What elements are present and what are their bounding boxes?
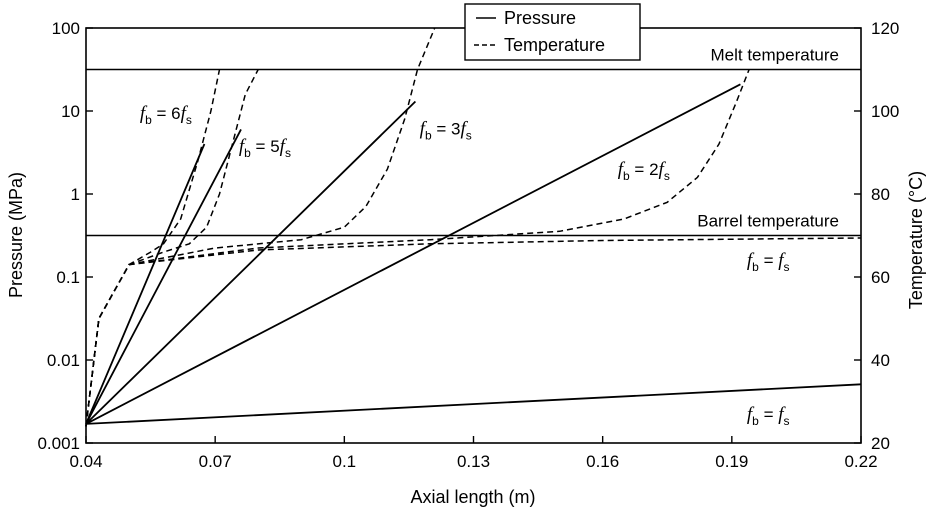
y-right-tick-label: 100 [871, 102, 899, 121]
x-tick-label: 0.13 [457, 452, 490, 471]
y-right-tick-label: 80 [871, 185, 890, 204]
y-right-tick-label: 60 [871, 268, 890, 287]
y-left-tick-label: 1 [71, 185, 80, 204]
curve-annotation: fb = 3fs [420, 119, 472, 143]
reference-lines: Melt temperature Barrel temperature [86, 46, 861, 237]
curve-annotation: fb = 6fs [140, 103, 192, 127]
legend-temperature-label: Temperature [504, 35, 605, 55]
y-right-tick-label: 120 [871, 19, 899, 38]
temperature-curve [85, 237, 862, 427]
curve-annotation: fb = 5fs [239, 136, 291, 160]
x-tick-label: 0.04 [69, 452, 102, 471]
legend-box [464, 3, 641, 61]
reference-line-label: Barrel temperature [697, 212, 839, 231]
tick-marks [85, 27, 862, 444]
y-right-tick-label: 40 [871, 351, 890, 370]
x-tick-label: 0.22 [844, 452, 877, 471]
legend-pressure-label: Pressure [504, 8, 576, 28]
temperature-curve [85, 27, 436, 427]
curve-annotation: fb = 2fs [618, 159, 670, 183]
pressure-line [85, 143, 206, 425]
x-axis-title: Axial length (m) [410, 487, 535, 507]
curve-annotation: fb = fs [747, 250, 790, 274]
y-left-tick-label: 100 [52, 19, 80, 38]
curve-annotation: fb = fs [747, 404, 790, 428]
y-axis-left-title: Pressure (MPa) [6, 172, 26, 298]
temperature-curves [85, 27, 862, 427]
tick-labels: 0.04 0.07 0.1 0.13 0.16 0.19 0.22 0.001 0.01 0.1 1… [37, 19, 899, 471]
pressure-line [85, 100, 417, 425]
x-tick-label: 0.07 [199, 452, 232, 471]
legend: Pressure Temperature [464, 3, 641, 61]
temperature-curve [85, 69, 221, 427]
pressure-line [85, 383, 862, 425]
temperature-curve [85, 69, 259, 427]
pressure-lines [85, 83, 862, 425]
x-tick-label: 0.1 [333, 452, 357, 471]
pressure-line [85, 83, 741, 425]
y-right-tick-label: 20 [871, 434, 890, 453]
x-tick-label: 0.19 [715, 452, 748, 471]
reference-line-label: Melt temperature [711, 46, 840, 65]
y-left-tick-label: 0.01 [47, 351, 80, 370]
y-axis-right-title: Temperature (°C) [906, 171, 926, 309]
y-left-tick-label: 0.001 [37, 434, 80, 453]
y-left-tick-label: 0.1 [56, 268, 80, 287]
curve-annotations: fb = 6fs fb = 5fs fb = 3fs fb = 2fs fb = fs f… [140, 103, 790, 428]
pressure-line [85, 128, 242, 425]
y-left-tick-label: 10 [61, 102, 80, 121]
x-tick-label: 0.16 [586, 452, 619, 471]
